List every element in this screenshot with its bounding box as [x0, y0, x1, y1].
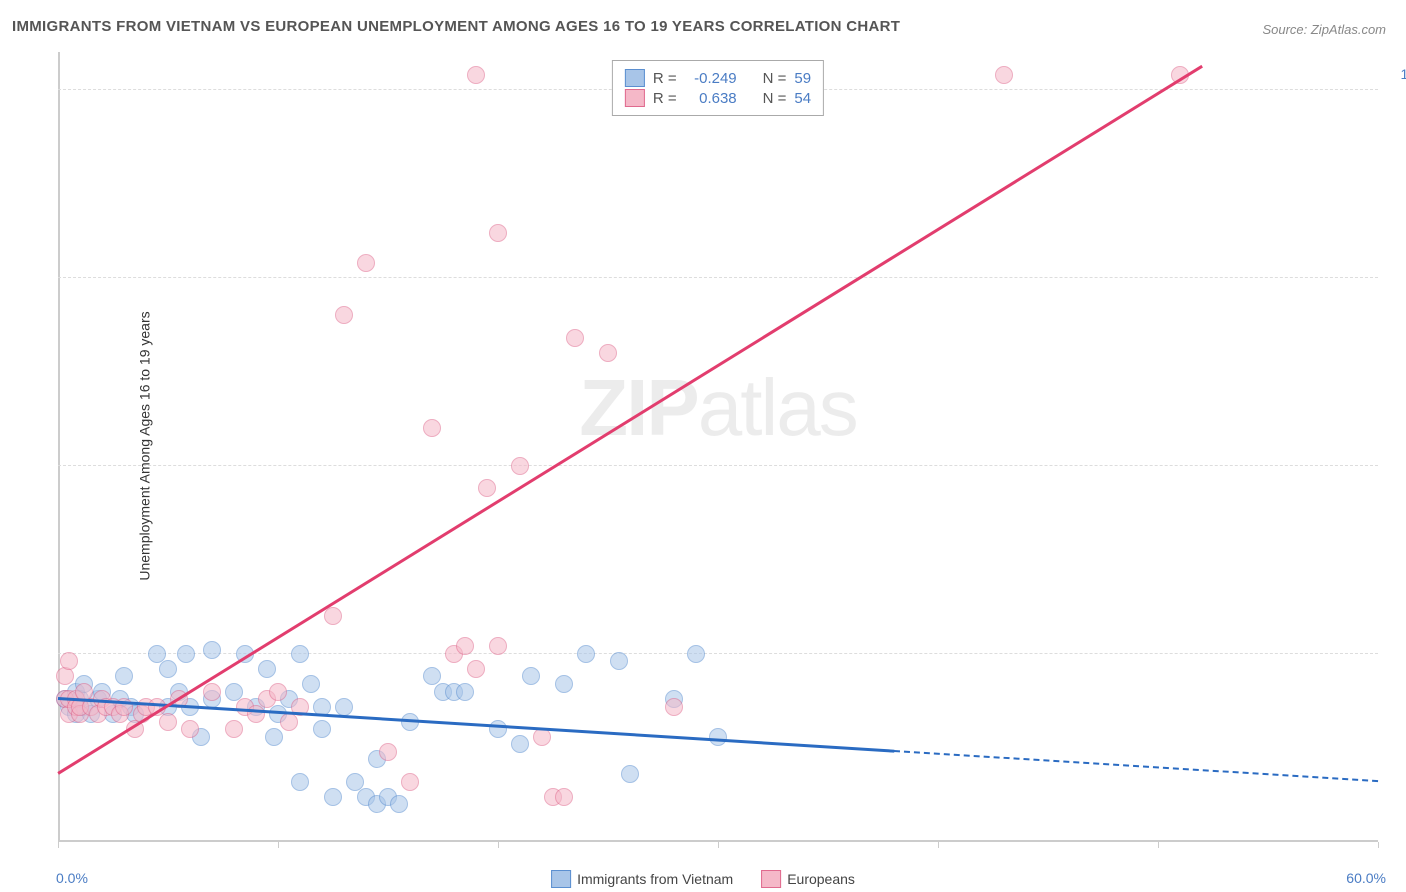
y-axis [58, 52, 60, 842]
n-label: N = [763, 70, 787, 87]
r-value: -0.249 [685, 70, 737, 87]
legend-row: R = -0.249 N = 59 [625, 69, 811, 87]
data-point [423, 419, 441, 437]
data-point [709, 728, 727, 746]
data-point [324, 607, 342, 625]
y-tick-label: 75.0% [1388, 254, 1406, 270]
data-point [379, 743, 397, 761]
chart-title: IMMIGRANTS FROM VIETNAM VS EUROPEAN UNEM… [12, 18, 900, 35]
x-tick [938, 842, 939, 848]
x-tick [718, 842, 719, 848]
data-point [269, 683, 287, 701]
data-point [258, 660, 276, 678]
data-point [489, 720, 507, 738]
y-tick-label: 50.0% [1388, 442, 1406, 458]
data-point [265, 728, 283, 746]
data-point [159, 660, 177, 678]
series-legend: Immigrants from Vietnam Europeans [551, 870, 855, 888]
legend-swatch [761, 870, 781, 888]
data-point [456, 637, 474, 655]
x-tick-max: 60.0% [1346, 870, 1386, 886]
r-label: R = [653, 90, 677, 107]
x-tick-min: 0.0% [56, 870, 88, 886]
data-point [203, 641, 221, 659]
data-point [291, 773, 309, 791]
data-point [60, 652, 78, 670]
data-point [357, 254, 375, 272]
y-tick-label: 100.0% [1388, 66, 1406, 82]
data-point [324, 788, 342, 806]
data-point [390, 795, 408, 813]
legend-label: Europeans [787, 871, 855, 887]
legend-swatch [625, 89, 645, 107]
correlation-legend: R = -0.249 N = 59 R = 0.638 N = 54 [612, 60, 824, 116]
data-point [555, 675, 573, 693]
x-tick [498, 842, 499, 848]
data-point [302, 675, 320, 693]
data-point [467, 660, 485, 678]
r-label: R = [653, 70, 677, 87]
r-value: 0.638 [685, 90, 737, 107]
data-point [566, 329, 584, 347]
data-point [610, 652, 628, 670]
data-point [522, 667, 540, 685]
data-point [577, 645, 595, 663]
n-label: N = [763, 90, 787, 107]
legend-swatch [625, 69, 645, 87]
data-point [401, 773, 419, 791]
x-tick [278, 842, 279, 848]
gridline [58, 653, 1378, 654]
n-value: 59 [794, 70, 811, 87]
data-point [599, 344, 617, 362]
data-point [159, 713, 177, 731]
watermark: ZIPatlas [579, 362, 856, 454]
y-tick-label: 25.0% [1388, 630, 1406, 646]
data-point [203, 683, 221, 701]
data-point [621, 765, 639, 783]
gridline [58, 277, 1378, 278]
legend-item: Immigrants from Vietnam [551, 870, 733, 888]
data-point [247, 705, 265, 723]
x-tick [1158, 842, 1159, 848]
data-point [177, 645, 195, 663]
legend-row: R = 0.638 N = 54 [625, 89, 811, 107]
data-point [995, 66, 1013, 84]
data-point [291, 645, 309, 663]
trendline [57, 65, 1202, 774]
legend-item: Europeans [761, 870, 855, 888]
data-point [467, 66, 485, 84]
data-point [280, 713, 298, 731]
data-point [511, 457, 529, 475]
data-point [115, 667, 133, 685]
plot-area: ZIPatlas 25.0%50.0%75.0%100.0% R =-0.249… [58, 52, 1378, 842]
data-point [335, 306, 353, 324]
data-point [181, 720, 199, 738]
legend-swatch [551, 870, 571, 888]
data-point [335, 698, 353, 716]
data-point [687, 645, 705, 663]
legend-label: Immigrants from Vietnam [577, 871, 733, 887]
x-tick [58, 842, 59, 848]
data-point [478, 479, 496, 497]
data-point [555, 788, 573, 806]
trendline-extrapolated [894, 750, 1378, 782]
data-point [489, 224, 507, 242]
n-value: 54 [794, 90, 811, 107]
data-point [511, 735, 529, 753]
gridline [58, 465, 1378, 466]
data-point [313, 720, 331, 738]
data-point [456, 683, 474, 701]
data-point [489, 637, 507, 655]
x-tick [1378, 842, 1379, 848]
data-point [225, 720, 243, 738]
source-attribution: Source: ZipAtlas.com [1262, 22, 1386, 37]
data-point [665, 698, 683, 716]
